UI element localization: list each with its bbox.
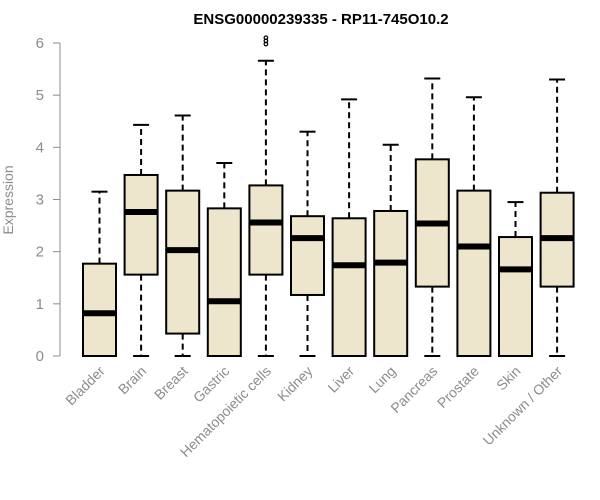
box-2 <box>123 123 159 357</box>
y-axis-label: Expression <box>0 165 16 234</box>
iqr-box <box>498 236 533 357</box>
outlier-point <box>263 35 269 41</box>
box-11 <box>498 201 533 357</box>
box-4 <box>206 161 242 357</box>
box-10 <box>456 96 492 357</box>
boxes-group <box>82 35 575 358</box>
box-12 <box>539 78 575 357</box>
x-tick-label: Bladder <box>62 363 108 409</box>
y-tick-label: 2 <box>36 244 44 261</box>
box-3 <box>165 114 201 357</box>
y-tick-label: 5 <box>36 87 44 104</box>
y-tick-label: 4 <box>36 139 44 156</box>
x-tick-label: Skin <box>493 363 524 394</box>
box-5 <box>248 35 284 357</box>
iqr-box <box>290 215 325 296</box>
iqr-box <box>123 173 159 276</box>
x-tick-label: Liver <box>324 363 357 396</box>
box-1 <box>82 190 117 358</box>
iqr-box <box>248 184 284 276</box>
y-axis-ticks: 0 1 2 3 4 5 6 <box>36 35 60 365</box>
iqr-box <box>331 217 367 357</box>
box-9 <box>414 77 450 357</box>
box-7 <box>331 98 367 357</box>
iqr-box <box>165 189 201 335</box>
x-tick-label: Kidney <box>274 363 316 405</box>
iqr-box <box>206 207 242 357</box>
y-tick-label: 6 <box>36 35 44 52</box>
chart-title: ENSG00000239335 - RP11-745O10.2 <box>193 11 448 28</box>
x-tick-label: Lung <box>365 363 398 396</box>
x-tick-label: Brain <box>115 363 149 397</box>
x-tick-label: Unknown / Other <box>480 363 566 449</box>
y-tick-label: 0 <box>36 348 44 365</box>
box-8 <box>373 143 409 357</box>
y-tick-label: 3 <box>36 192 44 209</box>
y-tick-label: 1 <box>36 296 44 313</box>
x-tick-label: Breast <box>151 363 191 403</box>
box-6 <box>290 130 325 357</box>
iqr-box <box>456 189 492 357</box>
iqr-box <box>82 262 117 358</box>
x-tick-label: Prostate <box>434 363 482 411</box>
iqr-box <box>373 209 409 357</box>
